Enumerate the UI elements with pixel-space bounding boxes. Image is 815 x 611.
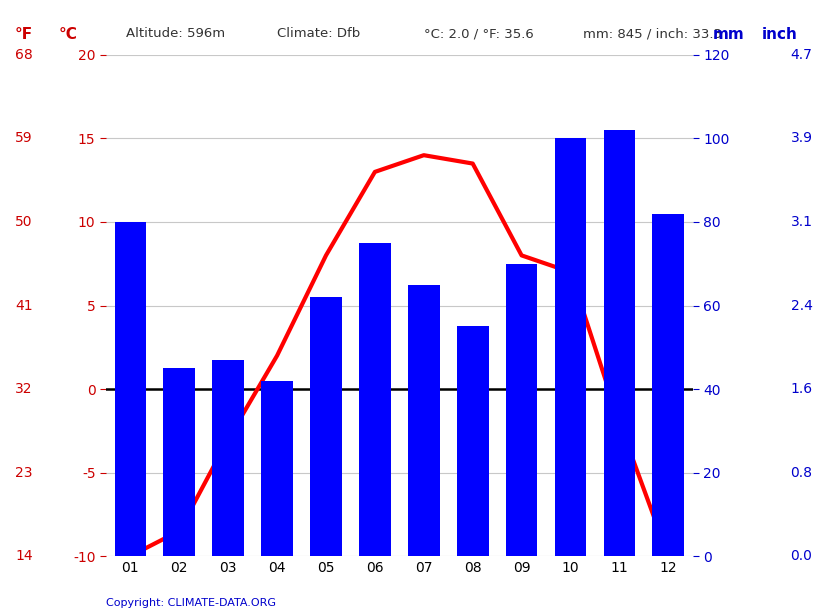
Text: 2.4: 2.4 bbox=[791, 299, 813, 312]
Text: 32: 32 bbox=[15, 382, 33, 396]
Text: 0.0: 0.0 bbox=[791, 549, 813, 563]
Bar bbox=[456, 326, 488, 556]
Text: mm: 845 / inch: 33.3: mm: 845 / inch: 33.3 bbox=[583, 27, 722, 40]
Text: °C: °C bbox=[59, 27, 77, 43]
Text: Copyright: CLIMATE-DATA.ORG: Copyright: CLIMATE-DATA.ORG bbox=[106, 598, 276, 608]
Text: 3.1: 3.1 bbox=[791, 215, 813, 229]
Text: 41: 41 bbox=[15, 299, 33, 312]
Bar bbox=[603, 130, 636, 556]
Text: 14: 14 bbox=[15, 549, 33, 563]
Text: Altitude: 596m: Altitude: 596m bbox=[126, 27, 226, 40]
Bar bbox=[212, 360, 244, 556]
Text: inch: inch bbox=[762, 27, 798, 43]
Text: 0.8: 0.8 bbox=[791, 466, 813, 480]
Text: 1.6: 1.6 bbox=[791, 382, 813, 396]
Bar bbox=[554, 139, 586, 556]
Bar bbox=[359, 243, 391, 556]
Text: °C: 2.0 / °F: 35.6: °C: 2.0 / °F: 35.6 bbox=[424, 27, 534, 40]
Bar bbox=[310, 297, 342, 556]
Text: 23: 23 bbox=[15, 466, 33, 480]
Text: 59: 59 bbox=[15, 131, 33, 145]
Bar bbox=[114, 222, 147, 556]
Bar bbox=[505, 264, 538, 556]
Bar bbox=[652, 214, 684, 556]
Text: 4.7: 4.7 bbox=[791, 48, 813, 62]
Text: °F: °F bbox=[15, 27, 33, 43]
Bar bbox=[261, 381, 293, 556]
Text: Climate: Dfb: Climate: Dfb bbox=[277, 27, 360, 40]
Text: 68: 68 bbox=[15, 48, 33, 62]
Bar bbox=[408, 285, 440, 556]
Text: mm: mm bbox=[713, 27, 745, 43]
Text: 50: 50 bbox=[15, 215, 33, 229]
Bar bbox=[163, 368, 196, 556]
Text: 3.9: 3.9 bbox=[791, 131, 813, 145]
